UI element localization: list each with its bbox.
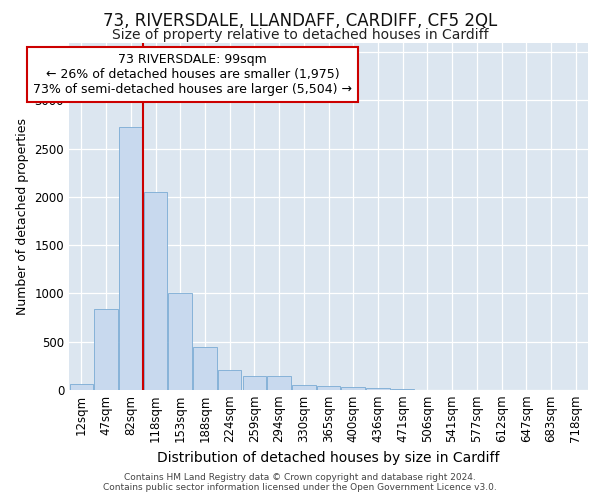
Text: Size of property relative to detached houses in Cardiff: Size of property relative to detached ho… xyxy=(112,28,488,42)
Bar xyxy=(268,376,291,390)
X-axis label: Distribution of detached houses by size in Cardiff: Distribution of detached houses by size … xyxy=(157,451,500,465)
Bar xyxy=(317,386,340,390)
Text: 73, RIVERSDALE, LLANDAFF, CARDIFF, CF5 2QL: 73, RIVERSDALE, LLANDAFF, CARDIFF, CF5 2… xyxy=(103,12,497,30)
Bar xyxy=(169,292,192,390)
Text: 73 RIVERSDALE: 99sqm
← 26% of detached houses are smaller (1,975)
73% of semi-de: 73 RIVERSDALE: 99sqm ← 26% of detached h… xyxy=(33,53,352,96)
Bar xyxy=(193,346,217,390)
Bar xyxy=(144,192,167,390)
Bar xyxy=(292,384,316,390)
Bar xyxy=(70,384,93,390)
Bar xyxy=(119,128,143,390)
Bar xyxy=(94,309,118,390)
Bar xyxy=(242,376,266,390)
Y-axis label: Number of detached properties: Number of detached properties xyxy=(16,118,29,315)
Bar xyxy=(391,389,415,390)
Bar xyxy=(366,388,389,390)
Text: Contains HM Land Registry data © Crown copyright and database right 2024.
Contai: Contains HM Land Registry data © Crown c… xyxy=(103,473,497,492)
Bar xyxy=(341,387,365,390)
Bar xyxy=(218,370,241,390)
